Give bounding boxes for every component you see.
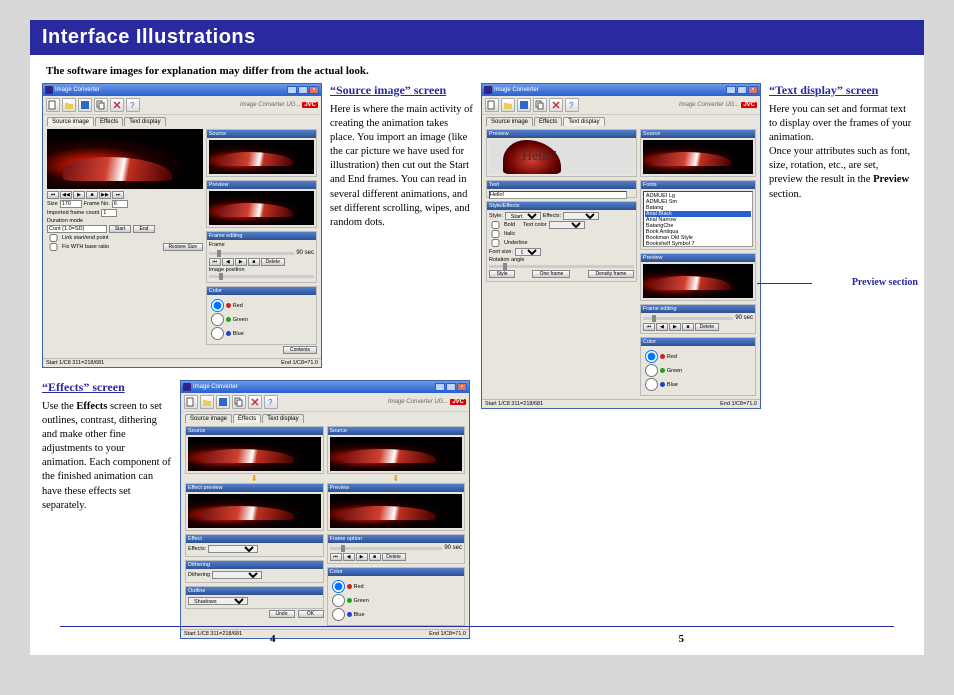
fix-checkbox[interactable] — [47, 243, 60, 251]
svg-text:?: ? — [130, 101, 135, 110]
source-panel: Source — [206, 129, 317, 177]
size-label: Size — [47, 201, 58, 207]
prev-button[interactable]: ⏮ — [47, 191, 59, 199]
preview-mini — [209, 191, 314, 225]
source-heading: “Source image” screen — [330, 83, 473, 99]
tab-source[interactable]: Source image — [47, 117, 94, 126]
dither-select[interactable] — [212, 571, 262, 579]
effects-body: Use the Effects screen to set outlines, … — [42, 400, 172, 513]
outline-select[interactable]: Shadows — [188, 597, 248, 605]
frame-edit-panel: Frame editing Frame 90 sec ⏮◀▶■Delete Im… — [206, 231, 317, 283]
tab-text[interactable]: Text display — [124, 117, 165, 126]
frame-label: Frame No. — [84, 201, 110, 207]
hello-preview: Hello! — [489, 140, 634, 174]
page-right: Image Converter_□× ? Image Converter UG.… — [481, 83, 912, 639]
undo-button[interactable]: Undo — [269, 610, 295, 618]
effects-screenshot: Image Converter_□× ? Image Converter UG.… — [180, 380, 470, 639]
text-description: “Text display” screen Here you can set a… — [769, 83, 912, 409]
start-button[interactable]: Start — [109, 225, 131, 233]
next-button[interactable]: ⏭ — [112, 191, 124, 199]
svg-text:?: ? — [569, 101, 574, 110]
source-mini — [209, 140, 314, 174]
duration-input[interactable] — [47, 225, 107, 233]
statusbar: Start 1/C8 311=218/681End 1/C8=71.0 — [43, 358, 321, 367]
tb-open-icon[interactable] — [62, 98, 76, 112]
toolbar: ? Image Converter UG...JVC — [43, 96, 321, 115]
count-input[interactable] — [101, 209, 117, 217]
tb-cut-icon[interactable] — [110, 98, 124, 112]
page-num-left: 4 — [270, 633, 276, 645]
link-label: Link start/end point — [62, 235, 108, 241]
font-list[interactable]: ADMUEI LgADMUEI SmBatangArial BlackArial… — [643, 191, 753, 247]
source-screenshot: Image Converter _□× ? Image Converter UG… — [42, 83, 322, 368]
tab-bar: Source image Effects Text display — [43, 115, 321, 126]
frame-slider[interactable] — [209, 252, 295, 255]
fix-label: Fix WTH base ratio — [62, 244, 109, 250]
text-body-a: Here you can set and format text to disp… — [769, 103, 912, 146]
text-input[interactable] — [489, 191, 627, 199]
manual-page: Interface Illustrations The software ima… — [30, 20, 924, 655]
source-body: Here is where the main activity of creat… — [330, 103, 473, 231]
play-button[interactable]: ▶ — [73, 191, 85, 199]
green-radio[interactable] — [211, 313, 224, 326]
blue-radio[interactable] — [211, 327, 224, 340]
text-screenshot: Image Converter_□× ? Image Converter UG.… — [481, 83, 761, 409]
source-thumbnail — [47, 129, 203, 189]
duration-label: Duration mode — [47, 218, 83, 224]
restore-button[interactable]: Restore Size — [163, 243, 203, 251]
tb-help-icon[interactable]: ? — [126, 98, 140, 112]
imported-label: Imported frame count — [47, 210, 99, 216]
rewind-button[interactable]: ◀◀ — [60, 191, 72, 199]
tb-new-icon[interactable] — [46, 98, 60, 112]
source-description: “Source image” screen Here is where the … — [330, 83, 473, 368]
tab-effects[interactable]: Effects — [95, 117, 123, 126]
minimize-icon[interactable]: _ — [287, 86, 297, 94]
text-body-b: Once your attributes such as font, size,… — [769, 145, 912, 202]
text-heading: “Text display” screen — [769, 83, 912, 99]
delete-button[interactable]: Delete — [261, 258, 285, 266]
callout-line — [757, 283, 812, 284]
red-radio[interactable] — [211, 299, 224, 312]
ok-button[interactable]: OK — [298, 610, 324, 618]
end-button[interactable]: End — [133, 225, 155, 233]
link-checkbox[interactable] — [47, 234, 60, 242]
brand-label: Image Converter UG...JVC — [240, 102, 318, 108]
pos-slider[interactable] — [209, 275, 314, 278]
contents-button[interactable]: Contents — [283, 346, 317, 354]
frame-input[interactable] — [112, 200, 128, 208]
window-controls: _□× — [287, 86, 319, 94]
window-titlebar: Image Converter _□× — [43, 84, 321, 96]
size-input[interactable] — [60, 200, 82, 208]
tb-save-icon[interactable] — [78, 98, 92, 112]
ff-button[interactable]: ▶▶ — [99, 191, 111, 199]
page-title: Interface Illustrations — [30, 20, 924, 55]
footer-rule — [60, 626, 894, 627]
close-icon[interactable]: × — [309, 86, 319, 94]
effects-heading: “Effects” screen — [42, 380, 172, 396]
effects-description: “Effects” screen Use the Effects screen … — [42, 380, 172, 639]
effects-select[interactable] — [208, 545, 258, 553]
playback-controls: ⏮ ◀◀ ▶ ■ ▶▶ ⏭ — [47, 191, 203, 199]
window-title: Image Converter — [55, 87, 100, 93]
maximize-icon[interactable]: □ — [298, 86, 308, 94]
jvc-logo: JVC — [302, 102, 318, 108]
intro-text: The software images for explanation may … — [30, 55, 924, 83]
preview-callout: Preview section — [852, 277, 918, 288]
app-icon — [45, 86, 53, 94]
color-panel: Color Red Green Blue — [206, 286, 317, 345]
stop-button[interactable]: ■ — [86, 191, 98, 199]
svg-text:?: ? — [268, 398, 273, 407]
page-left: Image Converter _□× ? Image Converter UG… — [42, 83, 473, 639]
page-num-right: 5 — [679, 633, 685, 645]
tb-copy-icon[interactable] — [94, 98, 108, 112]
preview-panel: Preview — [206, 180, 317, 228]
